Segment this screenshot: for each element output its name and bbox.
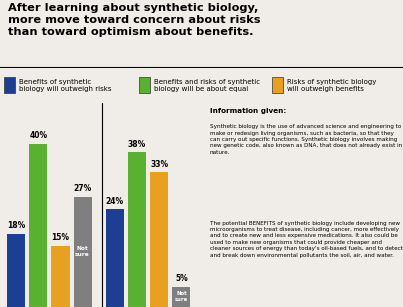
Text: 40%: 40% bbox=[29, 131, 47, 140]
Text: Benefits of synthetic
biology will outweigh risks: Benefits of synthetic biology will outwe… bbox=[19, 79, 112, 92]
Bar bbox=[106, 209, 124, 307]
Bar bbox=[139, 77, 150, 93]
Text: 18%: 18% bbox=[7, 221, 25, 230]
Text: 27%: 27% bbox=[73, 185, 92, 193]
Text: 38%: 38% bbox=[128, 140, 146, 149]
Text: 5%: 5% bbox=[175, 274, 188, 283]
Text: 24%: 24% bbox=[106, 197, 124, 206]
Text: Information given:: Information given: bbox=[210, 108, 286, 114]
Text: 33%: 33% bbox=[150, 160, 168, 169]
Bar bbox=[4, 77, 15, 93]
Bar bbox=[52, 246, 70, 307]
Bar bbox=[128, 152, 146, 307]
Text: Benefits and risks of synthetic
biology will be about equal: Benefits and risks of synthetic biology … bbox=[154, 79, 260, 92]
Bar bbox=[29, 144, 48, 307]
Text: The potential BENEFITS of synthetic biology include developing new microorganism: The potential BENEFITS of synthetic biol… bbox=[210, 221, 403, 258]
Text: Synthetic biology is the use of advanced science and engineering to make or rede: Synthetic biology is the use of advanced… bbox=[210, 124, 402, 155]
Bar bbox=[172, 287, 190, 307]
Text: 15%: 15% bbox=[52, 234, 69, 243]
Text: Not
sure: Not sure bbox=[75, 247, 90, 257]
Text: Risks of synthetic biology
will outweigh benefits: Risks of synthetic biology will outweigh… bbox=[287, 79, 377, 92]
Bar bbox=[73, 197, 92, 307]
Bar bbox=[7, 234, 25, 307]
Text: Not
sure: Not sure bbox=[175, 291, 188, 302]
Bar bbox=[272, 77, 283, 93]
Text: After learning about synthetic biology,
more move toward concern about risks
tha: After learning about synthetic biology, … bbox=[8, 3, 261, 37]
Bar bbox=[150, 172, 168, 307]
